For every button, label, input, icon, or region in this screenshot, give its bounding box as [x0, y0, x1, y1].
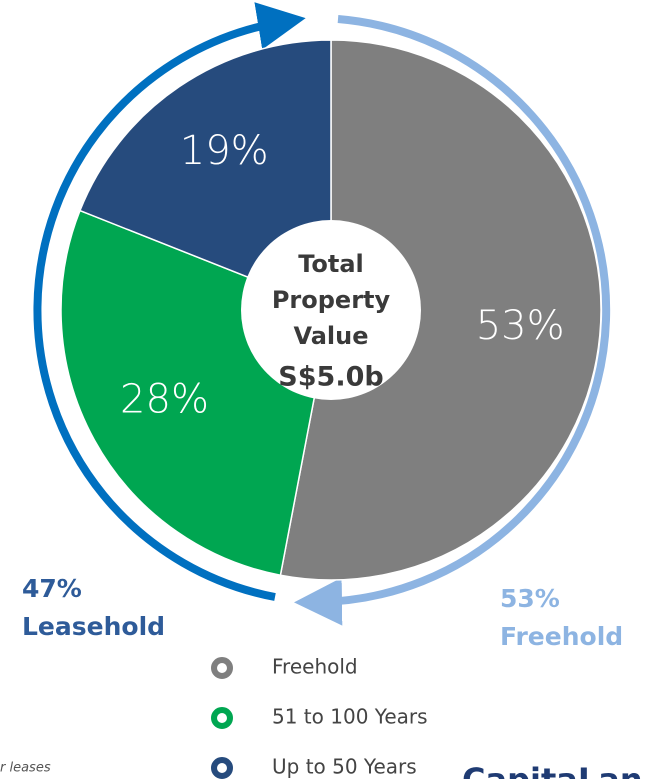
leasehold-arrow: [33, 2, 306, 601]
legend-swatch: [211, 707, 233, 729]
logo: CapitaLan: [462, 761, 643, 779]
legend-swatch: [211, 657, 233, 679]
annotation: Leasehold: [22, 612, 165, 641]
footnote: r leases: [0, 761, 51, 776]
freehold-arrow: [294, 15, 611, 626]
legend-label: Freehold: [272, 655, 358, 679]
center-value: S$5.0b: [278, 362, 383, 393]
annotation: 47%: [22, 574, 82, 603]
center-label: Value: [293, 322, 368, 350]
legend-label: 51 to 100 Years: [272, 705, 428, 729]
slice-label: 53%: [476, 303, 565, 349]
center-label: Total: [298, 250, 364, 278]
slice-label: 28%: [120, 377, 209, 423]
legend-swatch: [211, 757, 233, 779]
slice-label: 19%: [180, 128, 269, 174]
slice: [78, 39, 332, 312]
center-label: Property: [272, 286, 391, 314]
donut-hole: [241, 220, 421, 400]
legend-label: Up to 50 Years: [272, 755, 417, 779]
annotation: Freehold: [500, 622, 623, 651]
slice: [279, 39, 602, 581]
annotation: 53%: [500, 584, 560, 613]
